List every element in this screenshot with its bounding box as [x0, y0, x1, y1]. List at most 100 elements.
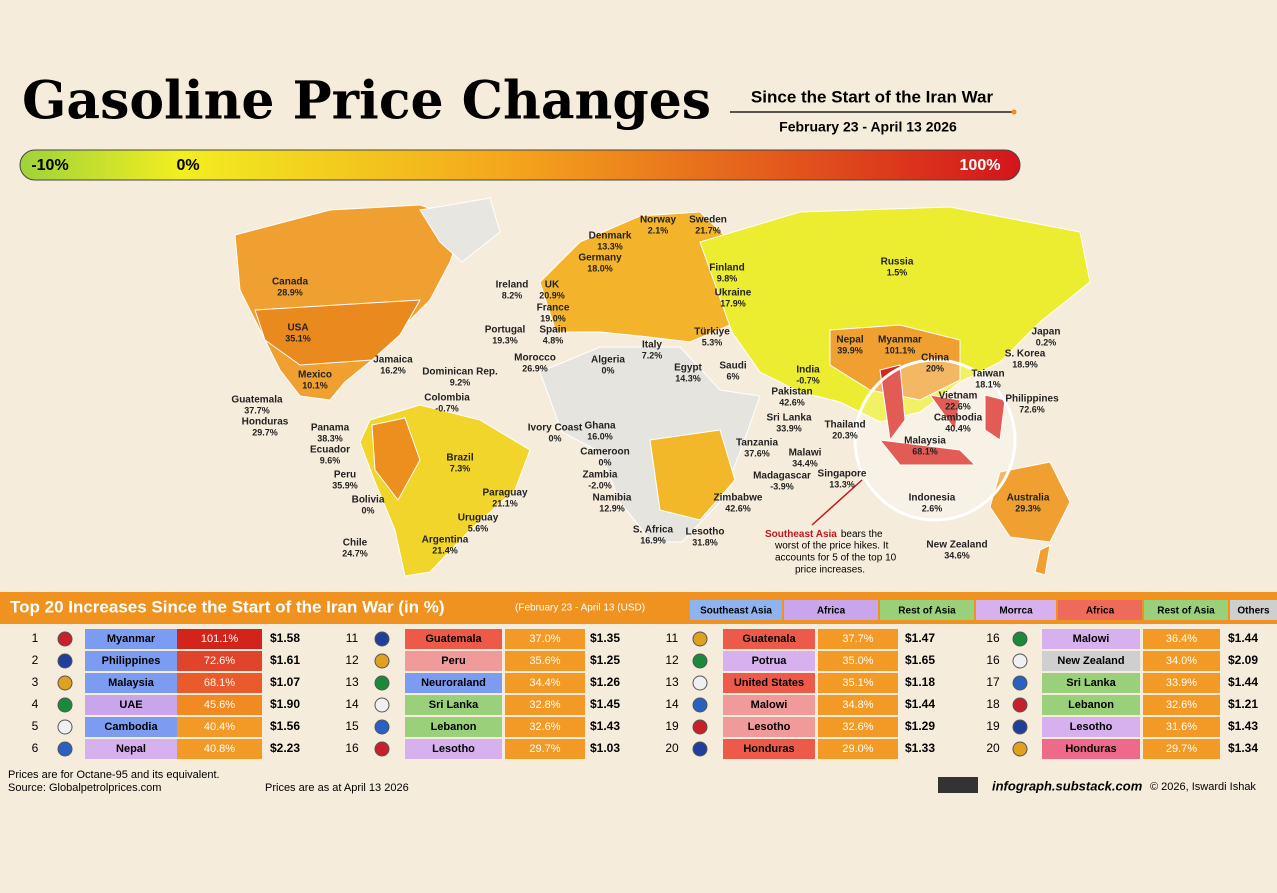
country-label: Australia	[1007, 493, 1050, 504]
change: 45.6%	[204, 699, 235, 711]
table-title: Top 20 Increases Since the Start of the …	[10, 597, 445, 616]
change-cell	[818, 629, 898, 649]
change-cell	[177, 695, 262, 715]
callout-text: price increases.	[795, 565, 865, 576]
change-cell	[177, 717, 262, 737]
change-cell	[1143, 651, 1220, 671]
country-label: Tanzania	[736, 438, 778, 449]
country-label: Guatemala	[231, 395, 283, 406]
rank: 19	[986, 719, 1000, 733]
change-cell	[818, 695, 898, 715]
country-value: 18.0%	[587, 263, 613, 273]
country-cell	[1042, 651, 1140, 671]
country-label: China	[921, 353, 949, 364]
rank: 13	[345, 675, 359, 689]
flag	[1012, 653, 1028, 669]
country-value: 0%	[601, 365, 614, 375]
country-value: 9.8%	[717, 273, 738, 283]
flag	[57, 697, 73, 713]
change: 40.4%	[204, 721, 235, 733]
change: 40.8%	[204, 743, 235, 755]
country-value: 10.1%	[302, 380, 328, 390]
country-label: Paraguay	[482, 488, 527, 499]
callout-highlight: Southeast Asia	[765, 529, 837, 540]
country-label: Mexico	[298, 370, 332, 381]
country-label: New Zealand	[926, 540, 987, 551]
rank: 3	[32, 675, 39, 689]
country: Neuroraland	[421, 677, 486, 689]
rank: 17	[986, 675, 1000, 689]
country-value: 37.7%	[244, 405, 270, 415]
country: Lebanon	[431, 721, 477, 733]
country-label: France	[537, 303, 570, 314]
country-label: Sweden	[689, 215, 727, 226]
rank: 16	[345, 741, 359, 755]
change: 32.8%	[529, 699, 560, 711]
rank: 14	[345, 697, 359, 711]
country-value: 34.4%	[792, 458, 818, 468]
country-value: 0%	[598, 457, 611, 467]
country-cell	[723, 673, 815, 693]
country-label: Portugal	[485, 325, 526, 336]
change: 31.6%	[1166, 721, 1197, 733]
rank: 2	[32, 653, 39, 667]
country: Cambodia	[104, 721, 158, 733]
country-label: Canada	[272, 277, 309, 288]
rank: 12	[665, 653, 679, 667]
country-label: Ireland	[496, 280, 529, 291]
change-cell	[505, 739, 585, 759]
change-cell	[505, 651, 585, 671]
flag	[374, 653, 390, 669]
callout-text: worst of the price hikes. It	[774, 541, 889, 552]
rank: 18	[986, 697, 1000, 711]
country-label: Ghana	[584, 421, 616, 432]
country-value: 7.2%	[642, 350, 663, 360]
andes	[371, 417, 421, 501]
country-label: Colombia	[424, 393, 470, 404]
country-cell	[723, 695, 815, 715]
flag	[1012, 675, 1028, 691]
country-label: Vietnam	[939, 391, 978, 402]
greenland	[419, 197, 501, 263]
price: $1.65	[905, 653, 935, 667]
flag	[374, 675, 390, 691]
rank: 13	[665, 675, 679, 689]
change-cell	[1143, 739, 1220, 759]
credit: © 2026, Iswardi Ishak	[1150, 781, 1256, 793]
as-of: Prices are as at April 13 2026	[265, 782, 409, 794]
southern-africa	[649, 429, 736, 521]
change: 32.6%	[1166, 699, 1197, 711]
country: Honduras	[1065, 743, 1116, 755]
price: $1.21	[1228, 697, 1258, 711]
country: Lesotho	[432, 743, 475, 755]
change: 37.0%	[529, 633, 560, 645]
country-cell	[1042, 739, 1140, 759]
rule-dot	[1011, 109, 1017, 115]
change: 72.6%	[204, 655, 235, 667]
country-label: Italy	[642, 340, 662, 351]
country-value: 22.6%	[945, 401, 971, 411]
country-label: Denmark	[589, 231, 632, 242]
change: 35.6%	[529, 655, 560, 667]
change: 34.4%	[529, 677, 560, 689]
country-value: 39.9%	[837, 345, 863, 355]
group-label: Southeast Asia	[700, 606, 772, 617]
price: $1.03	[590, 741, 620, 755]
price: $1.90	[270, 697, 300, 711]
callout-arrow	[811, 479, 863, 526]
country-label: Algeria	[591, 355, 625, 366]
country-value: 13.3%	[829, 479, 855, 489]
country-value: 9.6%	[320, 455, 341, 465]
rank: 1	[32, 631, 39, 645]
flag	[1012, 719, 1028, 735]
rank: 5	[32, 719, 39, 733]
country-label: Ivory Coast	[528, 423, 583, 434]
country-label: S. Korea	[1005, 349, 1046, 360]
country-label: Morocco	[514, 353, 556, 364]
country-cell	[85, 651, 177, 671]
group-header	[1230, 600, 1277, 620]
flag	[374, 741, 390, 757]
country-label: Brazil	[446, 453, 473, 464]
change: 29.7%	[529, 743, 560, 755]
flag	[57, 719, 73, 735]
